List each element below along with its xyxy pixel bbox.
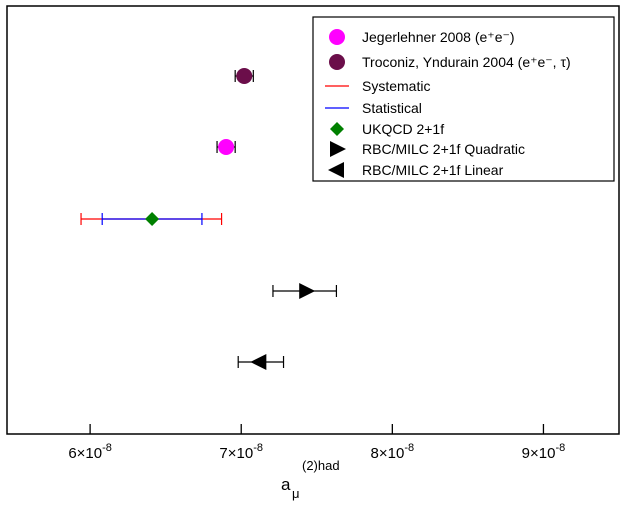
legend-label-3: Statistical — [362, 100, 422, 116]
legend-label-4: UKQCD 2+1f — [362, 121, 444, 137]
legend-entry-4: UKQCD 2+1f — [330, 121, 444, 137]
legend-entry-2: Systematic — [325, 78, 430, 94]
legend-entry-1: Troconiz, Yndurain 2004 (e⁺e⁻, τ) — [329, 54, 571, 70]
data-points — [80, 68, 338, 370]
data-point-3 — [272, 283, 338, 299]
x-ticks: 6×10-8 7×10-8 8×10-8 9×10-8 — [68, 424, 565, 462]
legend-entry-6: RBC/MILC 2+1f Linear — [328, 162, 504, 178]
legend-entry-5: RBC/MILC 2+1f Quadratic — [330, 141, 525, 157]
plot-frame — [6, 5, 620, 435]
legend-marker-5 — [330, 141, 346, 157]
legend-entry-0: Jegerlehner 2008 (e⁺e⁻) — [329, 29, 515, 45]
legend-marker-6 — [328, 162, 344, 178]
legend-label-6: RBC/MILC 2+1f Linear — [362, 162, 504, 178]
legend: Jegerlehner 2008 (e⁺e⁻) Troconiz, Yndurai… — [312, 16, 615, 182]
marker-0 — [236, 68, 253, 84]
marker-1 — [218, 139, 235, 155]
legend-label-1: Troconiz, Yndurain 2004 (e⁺e⁻, τ) — [362, 54, 571, 70]
legend-marker-1 — [329, 54, 345, 70]
data-point-2 — [80, 212, 223, 226]
x-tick-label-0: 6×10-8 — [68, 442, 112, 462]
legend-marker-4 — [330, 122, 344, 136]
data-point-1 — [216, 139, 236, 155]
x-tick-label-3: 9×10-8 — [522, 442, 566, 462]
legend-label-0: Jegerlehner 2008 (e⁺e⁻) — [362, 29, 515, 45]
marker-3 — [299, 283, 316, 299]
x-tick-label-2: 8×10-8 — [371, 442, 415, 462]
data-point-4 — [237, 354, 285, 370]
marker-4 — [250, 354, 267, 370]
legend-entry-3: Statistical — [325, 100, 422, 116]
legend-marker-0 — [329, 29, 345, 45]
x-axis-label-sup: (2)had — [302, 458, 340, 473]
legend-label-5: RBC/MILC 2+1f Quadratic — [362, 141, 525, 157]
data-point-0 — [234, 68, 254, 84]
legend-box — [312, 16, 615, 182]
x-axis-label-base: a — [281, 475, 291, 494]
x-tick-label-1: 7×10-8 — [219, 442, 263, 462]
x-axis-label: a μ(2)had — [281, 458, 340, 501]
marker-2 — [145, 212, 160, 226]
x-axis-label-sub: μ — [292, 486, 300, 501]
legend-label-2: Systematic — [362, 78, 430, 94]
